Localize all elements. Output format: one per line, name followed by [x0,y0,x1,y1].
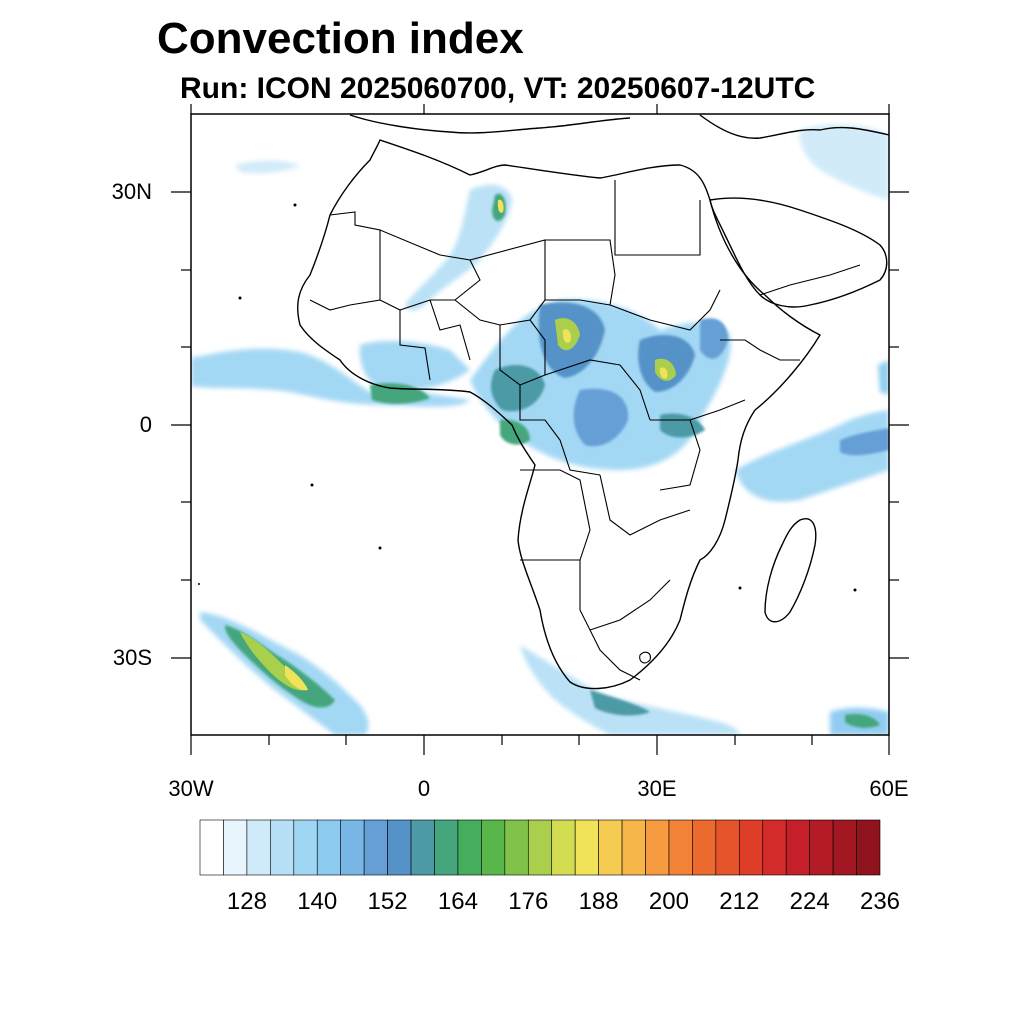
convection-hotspots [240,199,676,691]
lat-label-30n: 30N [111,179,152,204]
colorbar-swatch [457,819,482,876]
northwest-wisp [235,160,300,174]
east-edge-patch [878,360,889,395]
southern-africa-band [520,645,740,735]
colorbar-swatch [668,819,693,876]
country-borders [309,180,861,681]
lat-label-0: 0 [139,412,152,437]
lat-label-30s: 30S [112,645,152,670]
chart-title: Convection index [157,14,524,63]
colorbar-swatch [621,819,646,876]
colorbar-swatch [410,819,435,876]
colorbar-swatch [715,819,740,876]
islands [198,203,857,592]
colorbar-swatch [574,819,599,876]
colorbar-swatch [199,819,224,876]
colorbar-label: 140 [297,888,338,915]
colorbar-swatch [692,819,717,876]
colorbar-swatch [223,819,248,876]
colorbar-swatch [551,819,576,876]
colorbar-label: 200 [648,888,689,915]
colorbar-swatch [809,819,834,876]
mediterranean-north [349,114,631,134]
colorbar-swatch [739,819,764,876]
colorbar-swatch [762,819,787,876]
colorbar-swatch [504,819,529,876]
axis-ticks [171,104,909,755]
colorbar-label: 128 [226,888,267,915]
colorbar-swatch [598,819,623,876]
convection-field [191,124,889,735]
africa-coastline [297,139,821,690]
colorbar-swatch [481,819,506,876]
arabia-northeast-patch [799,124,889,200]
colorbar-swatch [645,819,670,876]
colorbar-swatch [293,819,318,876]
europe-east-coast [699,114,889,139]
colorbar-swatch [856,819,881,876]
colorbar-label: 176 [508,888,549,915]
lon-label-0: 0 [417,776,431,801]
colorbar-swatch [387,819,412,876]
indian-ocean-band [735,410,889,502]
colorbar-swatch [527,819,553,876]
colorbar-label: 212 [719,888,760,915]
colorbar-swatch [785,819,810,876]
colorbar-swatch [363,819,388,876]
colorbar-swatch [434,819,459,876]
colorbar-swatch [246,819,271,876]
colorbar-label: 224 [789,888,830,915]
madagascar [764,518,817,623]
colorbar [199,819,881,876]
west-africa-patch [359,340,470,392]
arabian-peninsula [709,197,888,308]
colorbar-swatch [832,819,857,876]
colorbar-label: 164 [437,888,478,915]
lon-label-60e: 60E [869,776,909,801]
colorbar-swatch [340,819,365,876]
colorbar-label: 236 [859,888,901,915]
colorbar-label: 188 [578,888,619,915]
coastlines [297,114,889,690]
colorbar-label: 152 [367,888,408,915]
colorbar-swatch [316,819,341,876]
run-subtitle: Run: ICON 2025060700, VT: 20250607-12UTC [180,72,816,105]
sahara-streak [405,184,512,311]
colorbar-swatch [270,819,295,876]
lon-label-30w: 30W [168,776,214,801]
lon-label-30e: 30E [637,776,677,801]
